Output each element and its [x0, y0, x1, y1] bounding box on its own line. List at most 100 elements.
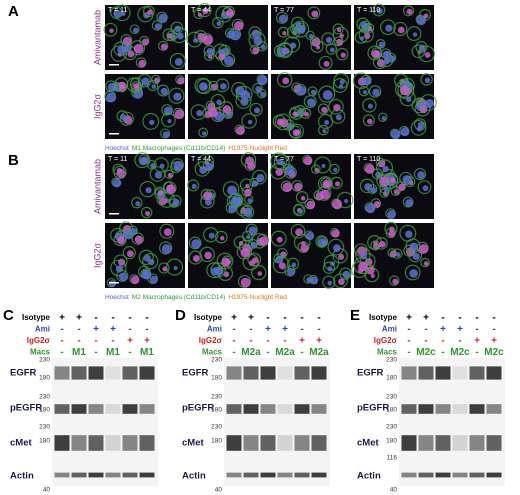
macrophage: [358, 27, 374, 43]
cell-nucleus: [295, 228, 303, 237]
cell-nucleus: [113, 9, 122, 18]
condition-cell: -: [407, 336, 410, 347]
mw-label: 230: [39, 424, 50, 431]
macrophage: [272, 256, 290, 274]
macrophage: [134, 152, 151, 169]
macrophage: [310, 39, 324, 53]
cell-nucleus: [419, 105, 428, 114]
cell-nucleus: [325, 36, 333, 44]
cell-nucleus: [282, 77, 290, 85]
macrophage: [362, 114, 375, 127]
caption-part: M2 Macrophages (Cd11b/CD14): [132, 294, 225, 301]
blot-band: [71, 435, 87, 451]
cell-nucleus: [154, 171, 163, 179]
cell-nucleus: [340, 52, 346, 58]
cell-nucleus: [322, 90, 333, 100]
blot-band: [88, 404, 104, 414]
condition-cell: -: [94, 336, 97, 347]
mw-label: 180: [386, 375, 397, 382]
macrophage: [318, 85, 336, 103]
cell-nucleus: [338, 84, 344, 89]
macrophage: [275, 11, 289, 24]
macrophage: [188, 236, 202, 250]
blot-band: [122, 472, 138, 478]
cell-nucleus: [424, 77, 431, 84]
macrophage: [278, 42, 293, 57]
cell-nucleus: [147, 9, 153, 15]
row-label: IgG2σ: [92, 94, 102, 120]
cell-nucleus: [424, 98, 434, 109]
blot-band: [71, 366, 87, 380]
scale-bar: [109, 213, 119, 215]
condition-cell: -: [60, 336, 63, 347]
marker-label: cMet: [357, 438, 379, 449]
cell-nucleus: [106, 92, 117, 103]
condition-cell: -: [283, 313, 286, 324]
condition-cell: -: [424, 336, 427, 347]
cell-nucleus: [371, 49, 380, 59]
condition-cell: M2a: [309, 347, 329, 358]
macrophage: [332, 23, 344, 35]
macrophage: [318, 55, 333, 70]
macrophage: [335, 47, 349, 61]
macrophage: [151, 74, 161, 85]
macrophage: [129, 24, 140, 35]
macrophage: [110, 6, 123, 19]
cell-nucleus: [379, 241, 386, 248]
blot-band: [122, 366, 138, 380]
macrophage: [218, 101, 234, 116]
macrophage: [210, 93, 226, 109]
cell-nucleus: [222, 105, 232, 114]
cell-nucleus: [383, 57, 391, 65]
condition-cell: +: [76, 313, 82, 324]
cell-nucleus: [300, 195, 306, 201]
cell-nucleus: [107, 82, 117, 92]
cell-nucleus: [381, 116, 386, 121]
cell-nucleus: [174, 109, 185, 120]
condition-cell: +: [231, 313, 237, 324]
macrophage: [368, 85, 382, 98]
cell-nucleus: [246, 234, 251, 240]
cell-nucleus: [205, 162, 214, 171]
blot-band: [418, 404, 434, 414]
cell-nucleus: [327, 280, 333, 286]
cell-nucleus: [305, 231, 315, 241]
marker-label: pEGFR: [357, 403, 389, 414]
macrophage: [399, 171, 413, 186]
macrophage: [188, 250, 203, 265]
condition-cell: -: [283, 336, 286, 347]
cell-nucleus: [238, 240, 244, 246]
cell-nucleus: [211, 267, 220, 276]
blot-band: [122, 435, 138, 451]
blot-band: [418, 472, 434, 478]
macrophage: [288, 125, 302, 139]
condition-cell: -: [145, 324, 148, 335]
cell-nucleus: [278, 14, 288, 24]
macrophage: [358, 85, 370, 97]
cell-nucleus: [232, 196, 242, 206]
cell-nucleus: [193, 38, 198, 43]
macrophage: [103, 22, 118, 37]
macrophage: [161, 112, 176, 128]
macrophage: [142, 5, 155, 18]
cell-nucleus: [143, 254, 151, 262]
condition-cell: -: [300, 347, 303, 358]
blot-band: [226, 366, 242, 380]
macrophage: [157, 40, 169, 52]
condition-cell: -: [111, 336, 114, 347]
cell-nucleus: [240, 277, 251, 288]
blot-band: [311, 366, 327, 380]
macrophage: [198, 127, 209, 138]
cell-nucleus: [173, 160, 184, 171]
macrophage: [329, 163, 340, 175]
blot-band: [139, 472, 155, 478]
caption: Hoechst M1 Macrophages (Cd11b/CD14) H1975-…: [105, 145, 287, 152]
blot-band: [435, 404, 451, 414]
condition-cell: +: [93, 324, 99, 335]
cell-nucleus: [398, 183, 406, 191]
macrophage: [159, 241, 173, 255]
condition-cell: +: [299, 336, 305, 347]
cell-nucleus: [132, 27, 139, 33]
cell-nucleus: [298, 209, 303, 214]
macrophage: [372, 3, 386, 17]
